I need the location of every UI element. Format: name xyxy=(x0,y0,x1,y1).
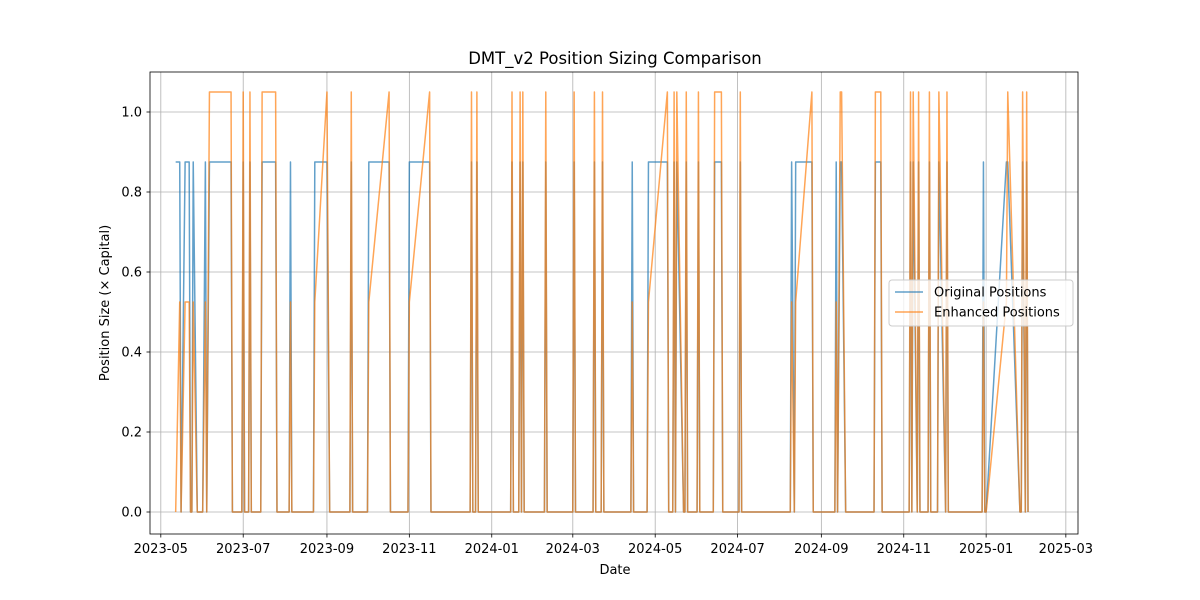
x-tick-label: 2024-03 xyxy=(546,542,600,557)
plot-frame xyxy=(149,71,1079,535)
legend-label-0: Original Positions xyxy=(934,286,1047,301)
legend: Original Positions Enhanced Positions xyxy=(888,279,1074,327)
y-tick-label: 0.2 xyxy=(121,426,142,441)
y-tick-label: 0.0 xyxy=(121,506,142,521)
x-tick-label: 2024-07 xyxy=(710,542,764,557)
y-tick-label: 1.0 xyxy=(121,106,142,121)
x-axis-label: Date xyxy=(599,563,630,578)
x-tick-label: 2023-07 xyxy=(216,542,270,557)
y-tick-label: 0.8 xyxy=(121,186,142,201)
x-tick-label: 2024-11 xyxy=(877,542,931,557)
y-axis-label: Position Size (× Capital) xyxy=(98,225,113,381)
y-axis: 0.0 0.2 0.4 0.6 0.8 1.0 xyxy=(121,106,150,521)
x-tick-label: 2025-03 xyxy=(1039,542,1093,557)
chart-title: DMT_v2 Position Sizing Comparison xyxy=(468,49,762,69)
x-tick-label: 2024-09 xyxy=(794,542,848,557)
legend-label-1: Enhanced Positions xyxy=(934,306,1060,321)
x-tick-label: 2024-01 xyxy=(465,542,519,557)
x-tick-label: 2023-05 xyxy=(134,542,188,557)
y-tick-label: 0.4 xyxy=(121,346,142,361)
x-tick-label: 2023-09 xyxy=(300,542,354,557)
x-tick-label: 2023-11 xyxy=(382,542,436,557)
x-tick-label: 2025-01 xyxy=(959,542,1013,557)
legend-frame xyxy=(888,279,1074,327)
x-axis: 2023-05 2023-07 2023-09 2023-11 2024-01 2024-… xyxy=(134,534,1093,557)
y-tick-label: 0.6 xyxy=(121,266,142,281)
x-tick-label: 2024-05 xyxy=(628,542,682,557)
